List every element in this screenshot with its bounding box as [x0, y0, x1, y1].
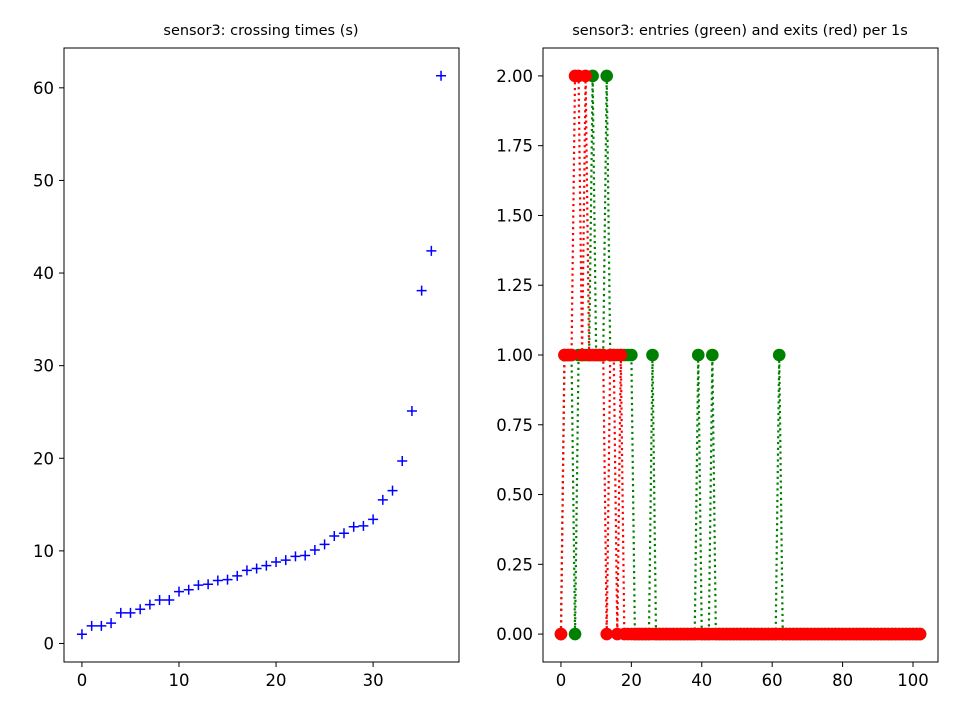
crossing-time-point	[397, 456, 408, 467]
y-tick-label: 2.00	[496, 67, 533, 86]
x-tick-label: 60	[762, 671, 783, 690]
x-tick-label: 10	[169, 671, 190, 690]
y-tick-label: 10	[33, 542, 54, 561]
crossing-time-point	[358, 520, 369, 531]
entries-point	[691, 348, 705, 362]
x-tick-label: 30	[363, 671, 384, 690]
crossing-time-point	[76, 629, 87, 640]
crossing-time-point	[338, 528, 349, 539]
left-chart: sensor3: crossing times (s) 0 10 20 30 0 10 20…	[33, 23, 460, 690]
crossing-time-point	[135, 604, 146, 615]
exits-point	[579, 69, 592, 83]
y-tick-label: 20	[33, 449, 54, 468]
crossing-time-point	[309, 544, 320, 555]
entries-point	[568, 627, 582, 641]
crossing-time-point	[193, 580, 204, 591]
entries-point	[600, 69, 614, 83]
exits-point	[554, 627, 568, 641]
crossing-time-point	[387, 485, 398, 496]
entries-point	[772, 348, 786, 362]
left-chart-title: sensor3: crossing times (s)	[163, 23, 358, 39]
x-tick-label: 0	[556, 671, 567, 690]
crossing-time-point	[144, 599, 155, 610]
crossing-time-point	[261, 560, 272, 571]
crossing-time-point	[86, 620, 97, 631]
crossing-time-point	[348, 521, 359, 532]
left-plot-area	[76, 70, 447, 640]
y-tick-label: 0.00	[496, 625, 533, 644]
x-tick-label: 80	[832, 671, 853, 690]
right-axes: 0 20 40 60 80 100 0.00 0.25 0.50 0.75 1.00 1.25 1.50…	[496, 67, 929, 690]
x-tick-label: 100	[897, 671, 929, 690]
entries-point	[706, 348, 719, 362]
crossing-time-point	[164, 594, 175, 605]
crossing-time-point	[416, 285, 427, 296]
x-tick-label: 20	[266, 671, 287, 690]
crossing-time-point	[271, 556, 282, 567]
left-axes: 0 10 20 30 0 10 20 30 40 50 60	[33, 79, 384, 690]
crossing-time-point	[300, 550, 311, 561]
right-chart-title: sensor3: entries (green) and exits (red)…	[572, 23, 908, 39]
crossing-time-point	[436, 70, 447, 81]
crossing-time-point	[280, 555, 291, 566]
crossing-time-point	[222, 574, 233, 585]
crossing-time-point	[377, 494, 388, 505]
exits-point	[565, 348, 578, 362]
entries-point	[625, 348, 638, 362]
crossing-time-point	[106, 618, 117, 629]
crossing-time-point	[174, 586, 185, 597]
crossing-time-point	[368, 514, 379, 525]
y-tick-label: 1.25	[496, 276, 533, 295]
crossing-time-point	[232, 570, 243, 581]
crossing-time-point	[290, 551, 301, 562]
crossing-time-point	[212, 575, 223, 586]
y-tick-label: 40	[33, 264, 54, 283]
y-tick-label: 0.25	[496, 555, 533, 574]
crossing-time-point	[426, 245, 437, 256]
right-axes-frame	[542, 47, 939, 663]
y-tick-label: 0.50	[496, 486, 533, 505]
right-chart: sensor3: entries (green) and exits (red)…	[496, 23, 939, 690]
exits-point	[913, 627, 927, 641]
crossing-time-point	[319, 539, 330, 550]
y-tick-label: 0	[44, 634, 55, 653]
y-tick-label: 60	[33, 79, 54, 98]
right-plot-area	[554, 69, 927, 641]
y-tick-label: 30	[33, 357, 54, 376]
entries-point	[646, 348, 659, 362]
crossing-time-point	[251, 563, 262, 574]
crossing-time-point	[96, 620, 107, 631]
exits-point	[600, 627, 614, 641]
crossing-time-point	[154, 594, 165, 605]
crossing-time-point	[203, 579, 214, 590]
crossing-time-point	[329, 531, 340, 542]
crossing-time-point	[125, 607, 136, 618]
x-tick-label: 20	[621, 671, 642, 690]
y-tick-label: 1.50	[496, 206, 533, 225]
crossing-time-point	[241, 565, 252, 576]
crossing-time-point	[115, 607, 126, 618]
left-axes-frame	[63, 47, 460, 663]
exits-point	[614, 348, 628, 362]
y-tick-label: 1.00	[496, 346, 533, 365]
y-tick-label: 1.75	[496, 137, 533, 156]
x-tick-label: 40	[691, 671, 712, 690]
y-tick-label: 50	[33, 171, 54, 190]
x-tick-label: 0	[77, 671, 88, 690]
crossing-time-point	[183, 584, 194, 595]
y-tick-label: 0.75	[496, 416, 533, 435]
crossing-time-point	[406, 406, 417, 417]
